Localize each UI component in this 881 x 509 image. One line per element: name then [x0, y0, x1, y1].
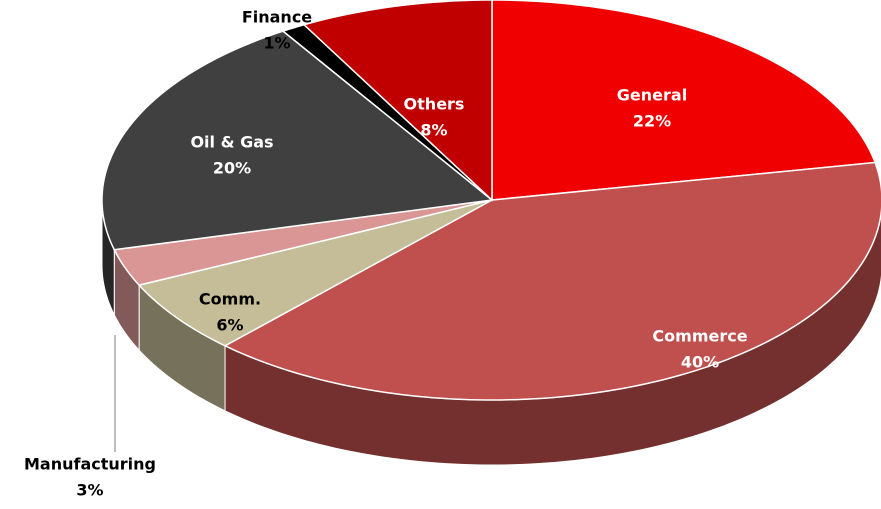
slice [302, 0, 493, 202]
slice-value-label: 6% [216, 316, 243, 335]
slice-label: Finance [242, 8, 312, 27]
slice-value-label: 1% [263, 34, 290, 53]
slice [491, 0, 877, 201]
slice-value-label: 40% [681, 353, 719, 372]
slice-label: General [617, 86, 687, 105]
slice [101, 30, 494, 251]
slice-label: Manufacturing [24, 455, 156, 474]
slice-value-label: 22% [633, 112, 671, 131]
slice [137, 199, 493, 347]
slice-label: Commerce [652, 327, 747, 346]
slice-label: Others [404, 95, 465, 114]
slice [113, 199, 493, 286]
slice-value-label: 8% [420, 121, 447, 140]
slice [223, 161, 881, 401]
slice-value-label: 20% [213, 159, 251, 178]
slice-value-label: 3% [76, 481, 103, 500]
slice-label: Comm. [199, 290, 261, 309]
slice-label: Oil & Gas [190, 133, 273, 152]
